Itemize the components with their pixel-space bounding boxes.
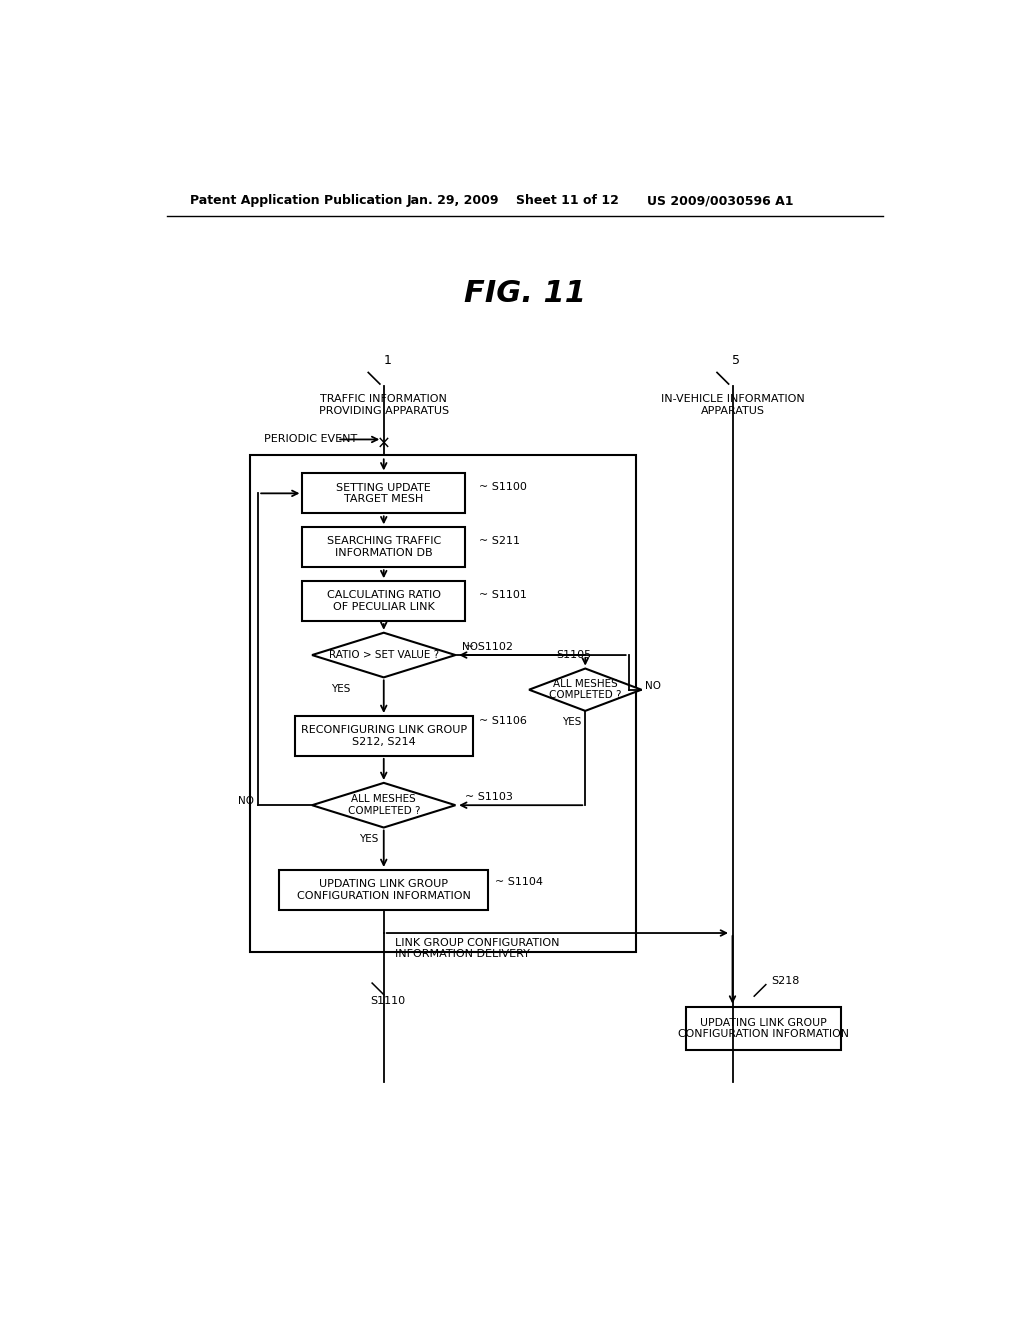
Text: CALCULATING RATIO
OF PECULIAR LINK: CALCULATING RATIO OF PECULIAR LINK	[327, 590, 440, 612]
Bar	[295, 715, 473, 756]
Text: UPDATING LINK GROUP
CONFIGURATION INFORMATION: UPDATING LINK GROUP CONFIGURATION INFORM…	[678, 1018, 849, 1039]
Text: Jan. 29, 2009: Jan. 29, 2009	[407, 194, 500, 207]
Text: YES: YES	[358, 834, 378, 843]
Text: Patent Application Publication: Patent Application Publication	[190, 194, 402, 207]
Text: ALL MESHES
COMPLETED ?: ALL MESHES COMPLETED ?	[549, 678, 622, 701]
Text: ~ S1104: ~ S1104	[495, 878, 543, 887]
Text: ~ S1100: ~ S1100	[479, 482, 527, 492]
Text: YES: YES	[561, 718, 581, 727]
Text: ×: ×	[377, 434, 391, 453]
Text: ~ S1101: ~ S1101	[479, 590, 527, 601]
Text: SEARCHING TRAFFIC
INFORMATION DB: SEARCHING TRAFFIC INFORMATION DB	[327, 536, 441, 558]
Text: ~ S1103: ~ S1103	[465, 792, 513, 803]
Text: S1110: S1110	[370, 995, 406, 1006]
Polygon shape	[312, 783, 456, 828]
Text: ~ S211: ~ S211	[479, 536, 520, 546]
Bar	[251, 455, 636, 952]
Text: 5: 5	[732, 354, 740, 367]
Text: IN-VEHICLE INFORMATION
APPARATUS: IN-VEHICLE INFORMATION APPARATUS	[660, 393, 805, 416]
Text: RECONFIGURING LINK GROUP
S212, S214: RECONFIGURING LINK GROUP S212, S214	[301, 725, 467, 747]
Text: LINK GROUP CONFIGURATION
INFORMATION DELIVERY: LINK GROUP CONFIGURATION INFORMATION DEL…	[395, 937, 560, 960]
Bar	[302, 474, 465, 513]
Text: NO: NO	[645, 681, 662, 690]
Text: NO: NO	[462, 643, 477, 652]
Text: Sheet 11 of 12: Sheet 11 of 12	[515, 194, 618, 207]
Text: ~ S1102: ~ S1102	[465, 643, 513, 652]
Polygon shape	[312, 632, 456, 677]
Bar	[280, 870, 488, 909]
Text: PERIODIC EVENT: PERIODIC EVENT	[263, 434, 357, 445]
Bar	[686, 1007, 841, 1051]
Text: FIG. 11: FIG. 11	[464, 279, 586, 308]
Text: TRAFFIC INFORMATION
PROVIDING APPARATUS: TRAFFIC INFORMATION PROVIDING APPARATUS	[318, 393, 449, 416]
Text: YES: YES	[332, 684, 351, 694]
Polygon shape	[529, 668, 641, 711]
Text: UPDATING LINK GROUP
CONFIGURATION INFORMATION: UPDATING LINK GROUP CONFIGURATION INFORM…	[297, 879, 471, 900]
Text: 1: 1	[384, 354, 391, 367]
Bar	[302, 527, 465, 568]
Text: US 2009/0030596 A1: US 2009/0030596 A1	[647, 194, 794, 207]
Text: RATIO > SET VALUE ?: RATIO > SET VALUE ?	[329, 649, 439, 660]
Bar	[302, 581, 465, 622]
Text: NO: NO	[239, 796, 254, 807]
Text: ALL MESHES
COMPLETED ?: ALL MESHES COMPLETED ?	[347, 795, 420, 816]
Text: S1105: S1105	[556, 649, 591, 660]
Text: S218: S218	[771, 975, 800, 986]
Text: ~ S1106: ~ S1106	[479, 715, 527, 726]
Text: SETTING UPDATE
TARGET MESH: SETTING UPDATE TARGET MESH	[336, 483, 431, 504]
